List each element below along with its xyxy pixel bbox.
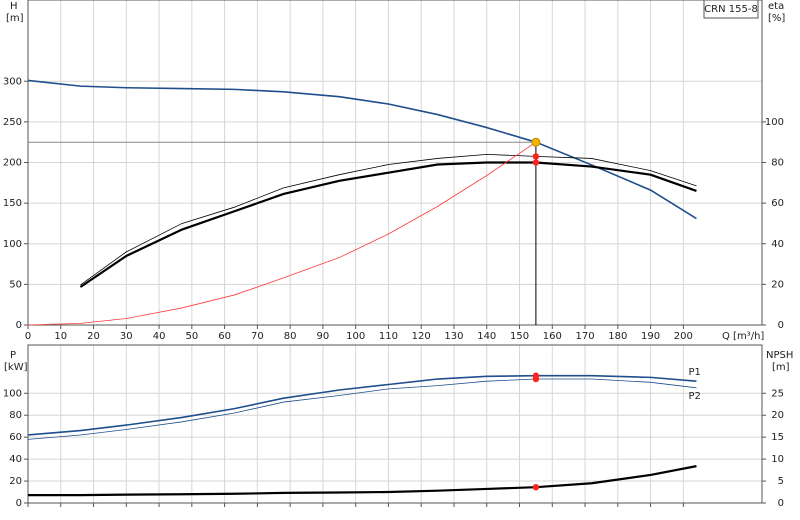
- x-tick-label: 30: [120, 331, 133, 342]
- x-tick-label: 70: [251, 331, 264, 342]
- x-tick-label: 200: [674, 331, 693, 342]
- duty-dot: [532, 159, 540, 166]
- y2-tick-label: 0: [778, 320, 784, 331]
- curve: [27, 141, 537, 326]
- operating-point: [531, 137, 541, 147]
- y2-tick-label: 100: [765, 117, 784, 128]
- x-tick-label: 120: [412, 331, 431, 342]
- y-tick-label: 40: [9, 454, 22, 465]
- model-label: CRN 155-8: [704, 4, 758, 15]
- y-unit: [kW]: [4, 362, 28, 373]
- curve: [79, 161, 697, 288]
- x-tick-label: 20: [87, 331, 100, 342]
- duty-dot: [532, 153, 540, 160]
- y2-tick-label: 0: [778, 498, 784, 509]
- y-label: H: [10, 1, 18, 12]
- x-tick-label: 10: [54, 331, 67, 342]
- curve: [28, 465, 697, 497]
- y-tick-label: 100: [3, 239, 22, 250]
- x-tick-label: 0: [25, 331, 31, 342]
- x-tick-label: 40: [153, 331, 166, 342]
- x-tick-label: 50: [185, 331, 198, 342]
- curve: [80, 153, 697, 286]
- series-label: P2: [688, 391, 700, 402]
- y2-tick-label: 10: [771, 454, 784, 465]
- y2-label: eta: [768, 1, 784, 12]
- y2-tick-label: 20: [771, 410, 784, 421]
- y2-unit: [m]: [772, 362, 790, 373]
- y-tick-label: 0: [16, 320, 22, 331]
- y-tick-label: 80: [9, 410, 22, 421]
- y2-tick-label: 15: [771, 432, 784, 443]
- y2-tick-label: 40: [771, 239, 784, 250]
- x-tick-label: 160: [543, 331, 562, 342]
- x-tick-label: 150: [510, 331, 529, 342]
- x-tick-label: 180: [608, 331, 627, 342]
- y-unit: [m]: [6, 13, 24, 24]
- x-tick-label: 140: [477, 331, 496, 342]
- model-box: [703, 0, 759, 19]
- x-tick-label: 60: [218, 331, 231, 342]
- series-label: P1: [688, 367, 700, 378]
- y-tick-label: 0: [16, 498, 22, 509]
- y-tick-label: 200: [3, 158, 22, 169]
- x-label: Q [m³/h]: [722, 331, 764, 342]
- x-tick-label: 130: [444, 331, 463, 342]
- y-tick-label: 250: [3, 117, 22, 128]
- plot-frame: [27, 344, 763, 504]
- curve: [27, 378, 697, 440]
- x-tick-label: 100: [346, 331, 365, 342]
- x-tick-label: 190: [641, 331, 660, 342]
- plot-frame: [27, 0, 763, 326]
- y-label: P: [10, 350, 16, 361]
- y2-tick-label: 5: [778, 476, 784, 487]
- y2-tick-label: 60: [771, 198, 784, 209]
- y-tick-label: 100: [3, 388, 22, 399]
- curve: [27, 79, 697, 220]
- y-tick-label: 50: [9, 279, 22, 290]
- y2-tick-label: 80: [771, 158, 784, 169]
- x-tick-label: 90: [317, 331, 330, 342]
- y2-tick-label: 20: [771, 279, 784, 290]
- y2-unit: [%]: [768, 13, 785, 24]
- duty-dot: [532, 484, 540, 491]
- x-tick-label: 110: [379, 331, 398, 342]
- y-tick-label: 300: [3, 76, 22, 87]
- y-tick-label: 20: [9, 476, 22, 487]
- y2-label: NPSH: [766, 350, 793, 361]
- duty-dot: [532, 375, 540, 383]
- x-tick-label: 80: [284, 331, 297, 342]
- y2-tick-label: 25: [771, 388, 784, 399]
- x-tick-label: 170: [576, 331, 595, 342]
- curve: [27, 374, 697, 436]
- y-tick-label: 60: [9, 432, 22, 443]
- y-tick-label: 150: [3, 198, 22, 209]
